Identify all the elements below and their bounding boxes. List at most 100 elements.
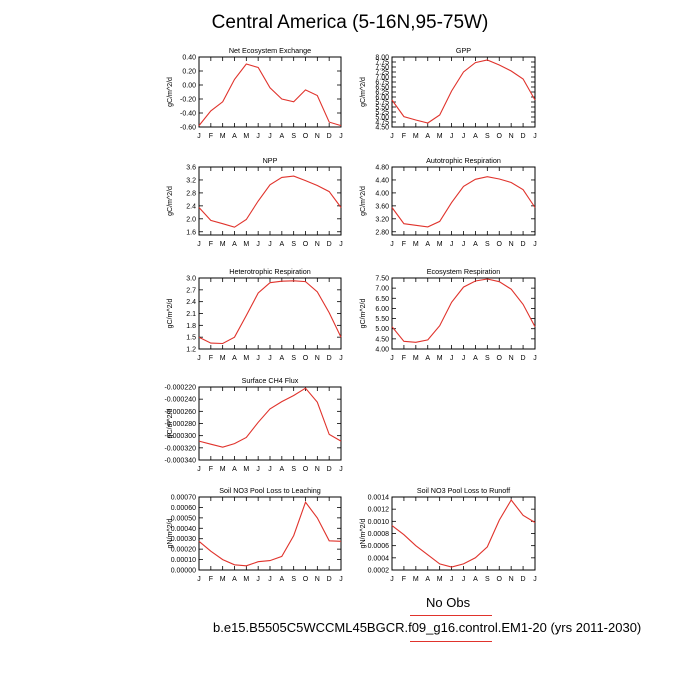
- y-tick-label: 4.50: [375, 125, 389, 132]
- x-tick-label: D: [521, 355, 526, 362]
- series-line: [198, 63, 342, 127]
- y-tick-label: 2.8: [186, 190, 196, 197]
- x-tick-label: M: [437, 355, 443, 362]
- x-tick-label: J: [462, 133, 466, 140]
- x-tick-label: A: [473, 355, 478, 362]
- x-tick-label: F: [209, 241, 213, 248]
- x-tick-label: J: [533, 355, 537, 362]
- x-tick-label: O: [497, 576, 503, 583]
- x-tick-label: D: [327, 576, 332, 583]
- y-tick-label: -0.20: [180, 97, 196, 104]
- y-tick-label: 0.00050: [171, 515, 196, 522]
- x-tick-label: O: [303, 133, 309, 140]
- y-tick-label: -0.000340: [164, 458, 196, 465]
- x-tick-label: J: [450, 355, 454, 362]
- y-tick-label: 0.0004: [368, 555, 390, 562]
- y-tick-label: 1.2: [186, 347, 196, 354]
- x-tick-label: M: [437, 576, 443, 583]
- y-tick-label: 5.75: [375, 100, 389, 107]
- panel-title: GPP: [456, 46, 471, 55]
- x-tick-label: F: [209, 355, 213, 362]
- x-tick-label: N: [315, 241, 320, 248]
- y-tick-label: 3.0: [186, 276, 196, 283]
- x-tick-label: J: [450, 576, 454, 583]
- y-tick-label: 6.75: [375, 80, 389, 87]
- y-tick-label: 0.00010: [171, 557, 196, 564]
- x-tick-label: F: [402, 133, 406, 140]
- y-tick-label: 3.60: [375, 203, 389, 210]
- x-tick-label: N: [509, 133, 514, 140]
- legend: No Obs b.e15.B5505C5WCCML45BGCR.f09_g16.…: [0, 594, 700, 654]
- plot-frame: [198, 496, 342, 571]
- x-tick-label: D: [327, 133, 332, 140]
- x-tick-label: S: [291, 466, 296, 473]
- y-tick-label: 5.50: [375, 105, 389, 112]
- x-tick-label: N: [315, 355, 320, 362]
- x-tick-label: O: [497, 133, 503, 140]
- series-line: [198, 501, 342, 567]
- x-tick-label: A: [279, 355, 284, 362]
- y-tick-label: 7.75: [375, 60, 389, 67]
- x-tick-label: F: [402, 355, 406, 362]
- y-tick-label: -0.000320: [164, 445, 196, 452]
- x-tick-label: F: [402, 241, 406, 248]
- x-tick-label: J: [450, 241, 454, 248]
- y-tick-label: 2.80: [375, 229, 389, 236]
- plot-frame: [198, 56, 342, 128]
- panel-title: NPP: [263, 156, 278, 165]
- y-tick-label: 1.6: [186, 229, 196, 236]
- x-tick-label: N: [315, 576, 320, 583]
- x-tick-label: A: [232, 355, 237, 362]
- x-tick-label: J: [339, 466, 343, 473]
- panel-ar: Autotrophic Respiration 4.80 4.40 4.00 3.60 3…: [360, 156, 537, 248]
- y-tick-label: 4.50: [375, 336, 389, 343]
- x-tick-label: O: [497, 355, 503, 362]
- y-tick-label: 7.25: [375, 70, 389, 77]
- y-tick-label: 0.0014: [368, 495, 390, 502]
- panel-hr: Heterotrophic Respiration 3.0 2.7 2.4 2.1 1.8…: [167, 267, 343, 362]
- x-tick-label: J: [450, 133, 454, 140]
- y-tick-label: 4.40: [375, 177, 389, 184]
- y-axis-label: gC/m^2/d: [167, 77, 174, 107]
- x-tick-label: J: [268, 133, 272, 140]
- x-tick-label: J: [462, 576, 466, 583]
- x-tick-label: D: [521, 133, 526, 140]
- y-tick-label: 7.00: [375, 286, 389, 293]
- y-tick-label: -0.000280: [164, 421, 196, 428]
- panel-title: Ecosystem Respiration: [427, 267, 501, 276]
- y-tick-label: -0.000300: [164, 433, 196, 440]
- main-title: Central America (5-16N,95-75W): [211, 12, 489, 33]
- series-line: [198, 175, 342, 228]
- panel-nee: Net Ecosystem Exchange 0.40 0.20 0.00 -0.20 -…: [167, 46, 343, 140]
- x-tick-label: J: [268, 576, 272, 583]
- x-tick-label: A: [425, 576, 430, 583]
- y-tick-label: 2.4: [186, 203, 196, 210]
- y-tick-label: 6.00: [375, 95, 389, 102]
- panel-title: Net Ecosystem Exchange: [229, 46, 311, 55]
- plot-frame: [198, 166, 342, 236]
- legend-model-label: b.e15.B5505C5WCCML45BGCR.f09_g16.control…: [213, 620, 642, 635]
- x-tick-label: D: [327, 355, 332, 362]
- y-axis-label: gC/m^2/d: [360, 77, 367, 107]
- panel-gpp: GPP8.007.757.507.257.006.756.506.256.005…: [360, 46, 537, 140]
- y-tick-label: 3.2: [186, 177, 196, 184]
- panel-runoff: Soil NO3 Pool Loss to Runoff 0.0014 0.0012…: [360, 486, 537, 583]
- x-tick-label: A: [232, 241, 237, 248]
- y-tick-label: 6.00: [375, 306, 389, 313]
- x-tick-label: J: [533, 241, 537, 248]
- x-tick-label: D: [327, 466, 332, 473]
- y-tick-label: 0.40: [182, 55, 196, 62]
- x-tick-label: J: [390, 576, 394, 583]
- x-tick-label: A: [232, 576, 237, 583]
- y-tick-label: 0.20: [182, 69, 196, 76]
- y-tick-label: 0.00000: [171, 568, 196, 575]
- series-line: [391, 278, 536, 343]
- x-tick-label: M: [220, 576, 226, 583]
- y-tick-label: 0.00060: [171, 505, 196, 512]
- y-tick-label: 0.00020: [171, 547, 196, 554]
- series-line: [198, 280, 342, 345]
- x-tick-label: J: [339, 133, 343, 140]
- y-tick-label: 1.5: [186, 335, 196, 342]
- x-tick-label: J: [256, 355, 260, 362]
